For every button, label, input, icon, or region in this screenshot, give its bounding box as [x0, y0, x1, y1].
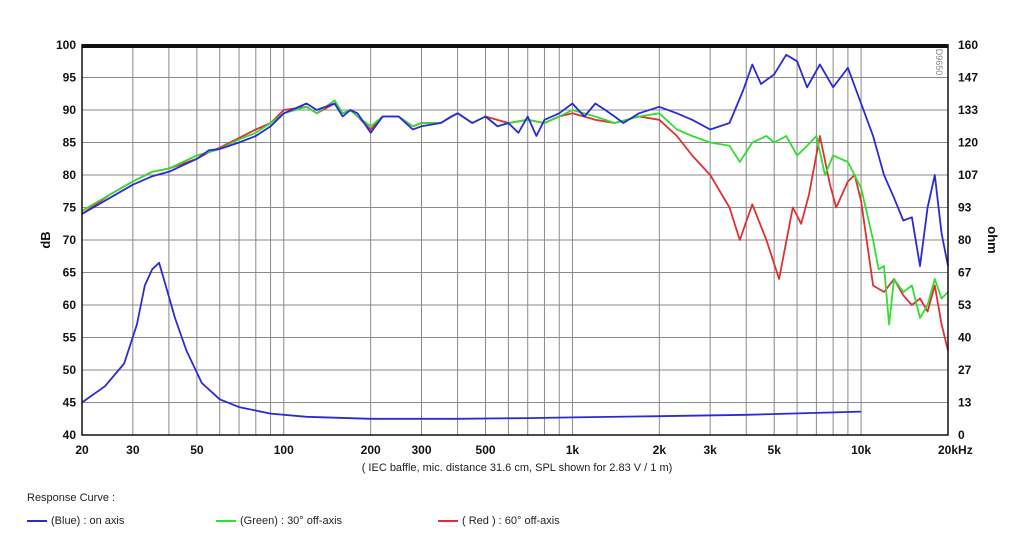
y-tick-label: 85 — [63, 136, 77, 150]
y-tick-label: 65 — [63, 266, 77, 280]
legend-title: Response Curve : — [27, 492, 116, 504]
legend-swatch-blue — [27, 520, 47, 523]
x-tick-label: 5k — [768, 443, 782, 457]
y2-tick-label: 160 — [958, 38, 978, 52]
x-tick-label: 1k — [566, 443, 580, 457]
legend-swatch-green — [216, 520, 236, 523]
y2-tick-label: 40 — [958, 331, 972, 345]
x-tick-label: 500 — [476, 443, 496, 457]
y-tick-label: 40 — [63, 428, 77, 442]
curves — [81, 53, 949, 420]
x-tick-label: 30 — [126, 443, 140, 457]
y2-tick-label: 53 — [958, 298, 972, 312]
y2-tick-label: 80 — [958, 233, 972, 247]
y2-tick-label: 13 — [958, 396, 972, 410]
y-axis-label: dB — [38, 231, 53, 248]
x-tick-label: 100 — [274, 443, 294, 457]
measurement-note: ( IEC baffle, mic. distance 31.6 cm, SPL… — [362, 462, 673, 474]
y-tick-label: 70 — [63, 233, 77, 247]
legend-label-green: (Green) : 30° off-axis — [240, 515, 343, 527]
x-tick-labels: 20 30 50 100 200 300 500 1k 2k 3k 5k 10k 20kHz — [75, 443, 972, 457]
watermark: D9650 — [934, 49, 944, 76]
curve-impedance — [81, 261, 862, 420]
y2-tick-label: 93 — [958, 201, 972, 215]
y-tick-label: 55 — [63, 331, 77, 345]
legend-swatch-red — [438, 520, 458, 523]
legend-item-blue: (Blue) : on axis — [27, 515, 124, 527]
y2-axis-label: ohm — [985, 226, 1000, 253]
legend-item-green: (Green) : 30° off-axis — [216, 515, 342, 527]
y-tick-label: 50 — [63, 363, 77, 377]
y-tick-label: 95 — [63, 71, 77, 85]
y-tick-label: 75 — [63, 201, 77, 215]
legend-label-red: ( Red ) : 60° off-axis — [462, 515, 560, 527]
grid-lines — [82, 45, 948, 435]
x-tick-label: 20 — [75, 443, 89, 457]
y-tick-label: 80 — [63, 168, 77, 182]
legend-label-blue: (Blue) : on axis — [51, 515, 125, 527]
y2-tick-label: 107 — [958, 168, 978, 182]
curve-on-axis — [81, 53, 949, 267]
y2-tick-label: 147 — [958, 71, 978, 85]
y-tick-label: 60 — [63, 298, 77, 312]
y-tick-label: 90 — [63, 103, 77, 117]
y2-tick-labels: 160 147 133 120 107 93 80 67 53 40 27 13 0 — [958, 38, 978, 442]
x-tick-label: 10k — [851, 443, 871, 457]
y2-tick-label: 120 — [958, 136, 978, 150]
plot-top-bar — [82, 44, 948, 48]
y-tick-label: 45 — [63, 396, 77, 410]
y2-tick-label: 67 — [958, 266, 972, 280]
x-tick-label: 300 — [411, 443, 431, 457]
x-tick-label: 50 — [190, 443, 204, 457]
x-tick-label: 20kHz — [938, 443, 973, 457]
x-tick-label: 2k — [653, 443, 667, 457]
y-tick-labels: 100 95 90 85 80 75 70 65 60 55 50 45 40 — [56, 38, 76, 442]
legend-item-red: ( Red ) : 60° off-axis — [438, 515, 560, 527]
y2-tick-label: 133 — [958, 103, 978, 117]
x-tick-label: 3k — [703, 443, 717, 457]
y2-tick-label: 0 — [958, 428, 965, 442]
y-tick-label: 100 — [56, 38, 76, 52]
y2-tick-label: 27 — [958, 363, 972, 377]
x-tick-label: 200 — [361, 443, 381, 457]
